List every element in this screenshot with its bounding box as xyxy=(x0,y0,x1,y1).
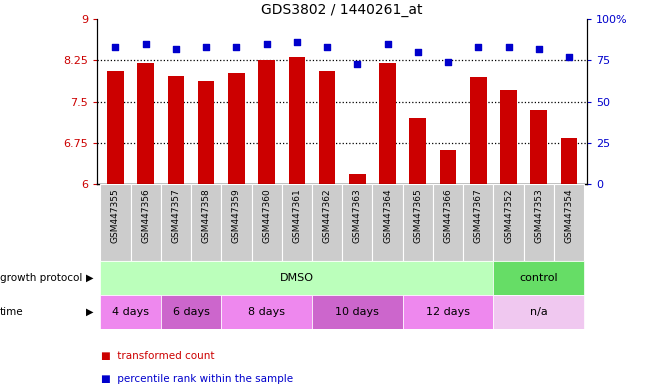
Bar xyxy=(440,150,456,184)
Text: ■  percentile rank within the sample: ■ percentile rank within the sample xyxy=(101,374,293,384)
Bar xyxy=(403,184,433,261)
Bar xyxy=(161,184,191,261)
Bar xyxy=(198,81,215,184)
Point xyxy=(352,61,363,67)
Bar xyxy=(493,261,584,295)
Text: n/a: n/a xyxy=(530,307,548,317)
Bar xyxy=(409,118,426,184)
Text: 8 days: 8 days xyxy=(248,307,285,317)
Text: GSM447365: GSM447365 xyxy=(413,188,422,243)
Text: GSM447364: GSM447364 xyxy=(383,188,392,243)
Point xyxy=(533,46,544,52)
Bar xyxy=(493,184,523,261)
Bar xyxy=(191,184,221,261)
Point xyxy=(231,44,242,50)
Bar xyxy=(168,76,185,184)
Text: GSM447359: GSM447359 xyxy=(232,188,241,243)
Bar xyxy=(342,184,372,261)
Text: 6 days: 6 days xyxy=(172,307,209,317)
Text: GSM447362: GSM447362 xyxy=(323,188,331,243)
Text: GSM447354: GSM447354 xyxy=(564,188,574,243)
Text: GSM447367: GSM447367 xyxy=(474,188,482,243)
Text: 12 days: 12 days xyxy=(426,307,470,317)
Bar xyxy=(138,63,154,184)
Point xyxy=(201,44,211,50)
Point xyxy=(413,49,423,55)
Bar xyxy=(433,184,463,261)
Text: control: control xyxy=(519,273,558,283)
Text: GSM447353: GSM447353 xyxy=(534,188,544,243)
Bar xyxy=(403,295,493,329)
Text: GSM447358: GSM447358 xyxy=(202,188,211,243)
Text: GSM447360: GSM447360 xyxy=(262,188,271,243)
Text: GSM447352: GSM447352 xyxy=(504,188,513,243)
Point xyxy=(261,41,272,47)
Bar xyxy=(221,184,252,261)
Text: 10 days: 10 days xyxy=(336,307,379,317)
Point xyxy=(291,39,302,45)
Bar xyxy=(463,184,493,261)
Bar xyxy=(101,184,131,261)
Text: GSM447361: GSM447361 xyxy=(293,188,301,243)
Text: GSM447355: GSM447355 xyxy=(111,188,120,243)
Bar xyxy=(101,295,161,329)
Text: ■  transformed count: ■ transformed count xyxy=(101,351,214,361)
Bar xyxy=(282,184,312,261)
Point xyxy=(110,44,121,50)
Text: growth protocol: growth protocol xyxy=(0,273,83,283)
Bar xyxy=(554,184,584,261)
Point xyxy=(170,46,181,52)
Bar xyxy=(561,137,577,184)
Text: ▶: ▶ xyxy=(85,307,93,317)
Bar xyxy=(258,61,275,184)
Point xyxy=(564,54,574,60)
Text: ▶: ▶ xyxy=(85,273,93,283)
Bar xyxy=(349,174,366,184)
Point xyxy=(321,44,332,50)
Bar xyxy=(372,184,403,261)
Bar xyxy=(161,295,221,329)
Bar xyxy=(228,73,245,184)
Bar xyxy=(131,184,161,261)
Text: DMSO: DMSO xyxy=(280,273,314,283)
Bar xyxy=(312,295,403,329)
Bar xyxy=(221,295,312,329)
Point xyxy=(382,41,393,47)
Point xyxy=(140,41,151,47)
Bar xyxy=(107,71,123,184)
Point xyxy=(503,44,514,50)
Bar xyxy=(101,261,493,295)
Bar xyxy=(379,63,396,184)
Point xyxy=(443,59,454,65)
Bar xyxy=(500,89,517,184)
Bar xyxy=(312,184,342,261)
Bar xyxy=(523,184,554,261)
Text: time: time xyxy=(0,307,23,317)
Bar xyxy=(493,295,584,329)
Bar xyxy=(531,110,547,184)
Bar xyxy=(470,77,486,184)
Text: GSM447357: GSM447357 xyxy=(171,188,180,243)
Text: GSM447363: GSM447363 xyxy=(353,188,362,243)
Title: GDS3802 / 1440261_at: GDS3802 / 1440261_at xyxy=(262,3,423,17)
Text: 4 days: 4 days xyxy=(112,307,149,317)
Bar xyxy=(289,56,305,184)
Bar xyxy=(319,71,336,184)
Text: GSM447356: GSM447356 xyxy=(141,188,150,243)
Bar xyxy=(252,184,282,261)
Point xyxy=(473,44,484,50)
Text: GSM447366: GSM447366 xyxy=(444,188,452,243)
